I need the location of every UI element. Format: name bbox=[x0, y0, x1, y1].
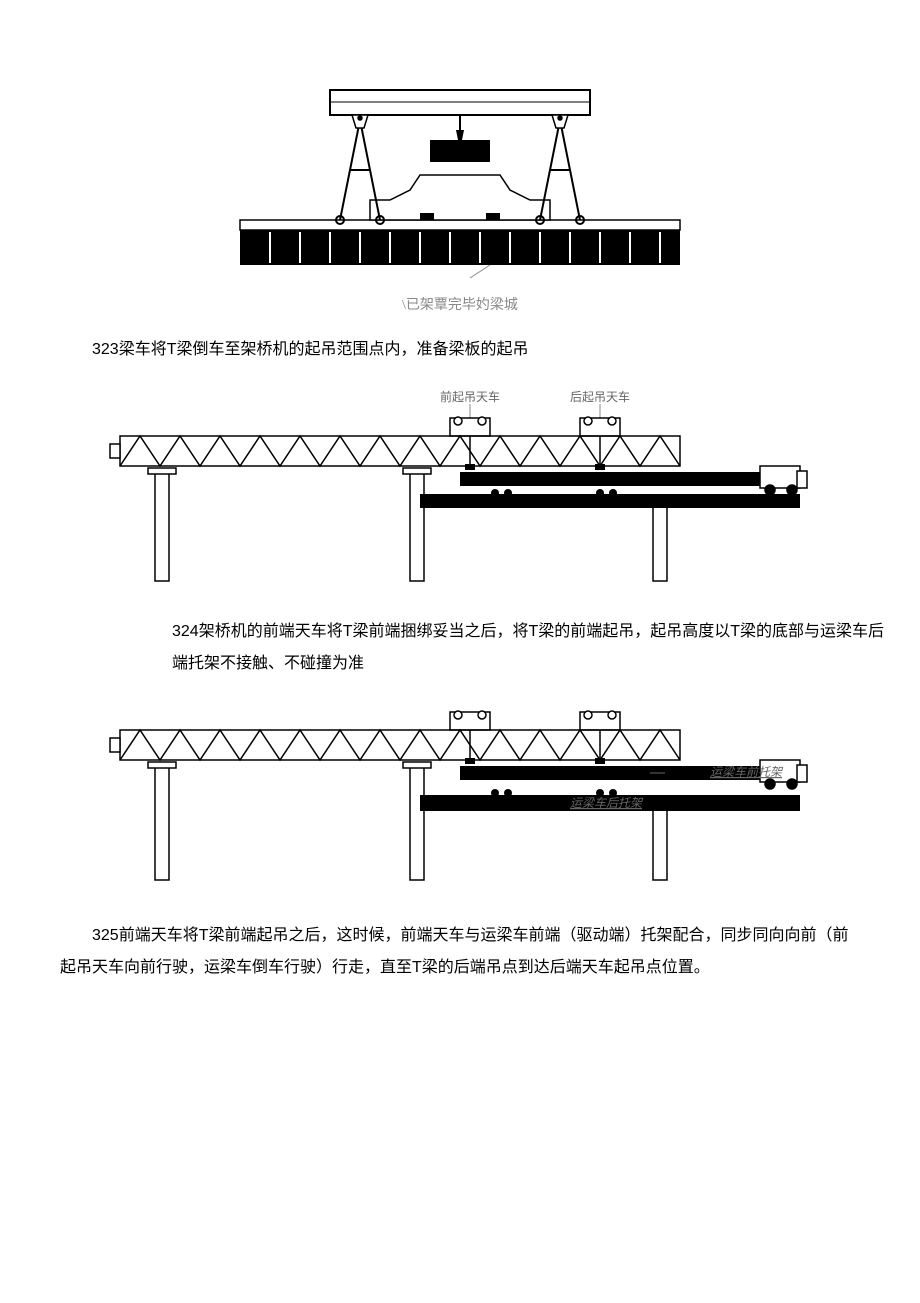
label-rear-crane: 后起吊天车 bbox=[570, 389, 630, 404]
label-front-crane: 前起吊天车 bbox=[440, 389, 500, 404]
figure-2: 前起吊天车 后起吊天车 bbox=[60, 386, 860, 596]
figure-1: \已架覃完毕妁梁城 bbox=[60, 60, 860, 314]
figure-2-svg: 前起吊天车 后起吊天车 bbox=[100, 386, 820, 596]
paragraph-323: 323梁车将T梁倒车至架桥机的起吊范围点内，准备梁板的起吊 bbox=[60, 334, 860, 366]
paragraph-325: 325前端天车将T梁前端起吊之后，这时候，前端天车与运梁车前端（驱动端）托架配合… bbox=[60, 920, 860, 984]
label-front-carrier: 运梁车前托架 bbox=[710, 765, 784, 779]
figure-1-svg bbox=[210, 60, 710, 290]
paragraph-324: 324架桥机的前端天车将T梁前端捆绑妥当之后，将T梁的前端起吊，起吊高度以T梁的… bbox=[60, 616, 860, 680]
figure-3-svg: 运梁车前托架 运梁车后托架 bbox=[100, 700, 820, 900]
figure-3: 运梁车前托架 运梁车后托架 bbox=[60, 700, 860, 900]
figure-1-caption: \已架覃完毕妁梁城 bbox=[60, 294, 860, 314]
label-rear-carrier: 运梁车后托架 bbox=[570, 796, 644, 810]
